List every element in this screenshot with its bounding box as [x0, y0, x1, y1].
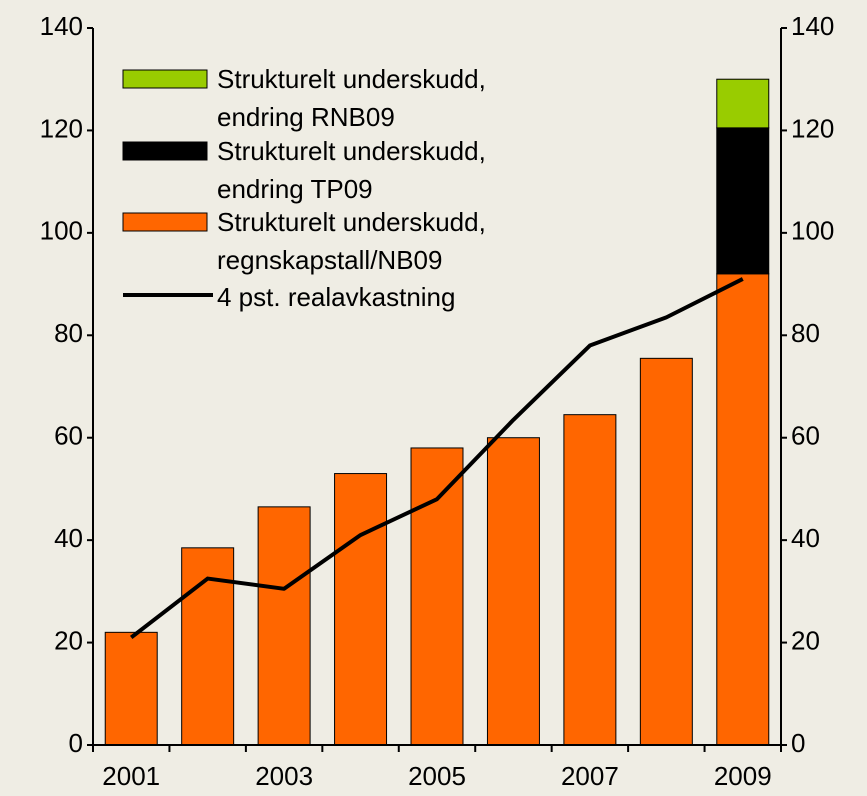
y2-tick-label: 60 — [791, 421, 820, 451]
bar — [410, 447, 464, 746]
y-tick-label: 60 — [54, 421, 83, 451]
x-tick-label: 2007 — [561, 761, 619, 791]
bar — [716, 273, 770, 746]
legend-label: Strukturelt underskudd, regnskapstall/NB… — [217, 207, 486, 275]
legend-swatch — [122, 141, 208, 161]
bar — [716, 78, 770, 129]
y-tick-label: 100 — [40, 216, 83, 246]
y-tick-label: 120 — [40, 113, 83, 143]
x-tick-label: 2003 — [255, 761, 313, 791]
y2-tick-label: 40 — [791, 523, 820, 553]
y2-tick-label: 20 — [791, 625, 820, 655]
x-tick-label: 2001 — [102, 761, 160, 791]
legend-label: 4 pst. realavkastning — [217, 282, 456, 312]
x-tick-label: 2009 — [714, 761, 772, 791]
bar — [563, 414, 617, 746]
bar — [639, 357, 693, 746]
y2-tick-label: 100 — [791, 216, 834, 246]
legend-swatch — [122, 212, 208, 232]
y2-tick-label: 0 — [791, 728, 805, 758]
y2-tick-label: 140 — [791, 11, 834, 41]
line — [130, 277, 744, 640]
y-tick-label: 0 — [69, 728, 83, 758]
bar — [104, 631, 158, 746]
bar — [716, 127, 770, 275]
y-tick-label: 80 — [54, 318, 83, 348]
y-tick-label: 20 — [54, 625, 83, 655]
y2-tick-label: 80 — [791, 318, 820, 348]
legend-swatch — [122, 69, 208, 89]
x-tick-label: 2005 — [408, 761, 466, 791]
y-tick-label: 40 — [54, 523, 83, 553]
y2-tick-label: 120 — [791, 113, 834, 143]
bar — [334, 473, 388, 746]
bar — [486, 437, 540, 746]
legend-label: Strukturelt underskudd, endring TP09 — [217, 136, 486, 204]
y-tick-label: 140 — [40, 11, 83, 41]
bar — [257, 506, 311, 746]
legend-label: Strukturelt underskudd, endring RNB09 — [217, 64, 486, 132]
